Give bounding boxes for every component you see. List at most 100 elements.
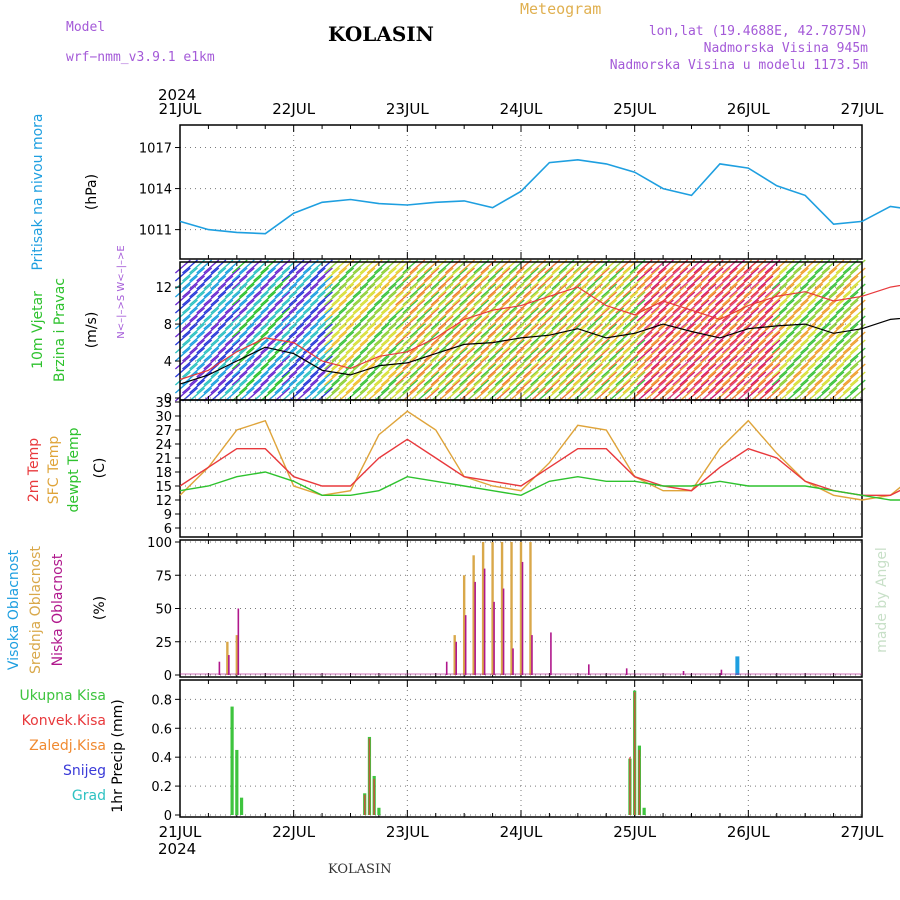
wind-barb: [814, 371, 831, 386]
wind-barb: [686, 379, 703, 394]
wind-barb: [409, 315, 426, 330]
wind-barb: [551, 387, 568, 402]
wind-barb: [302, 331, 319, 346]
wind-barb: [295, 363, 312, 378]
wind-barb: [700, 331, 717, 346]
wind-barb: [537, 331, 554, 346]
wind-barb: [359, 387, 376, 402]
wind-barb: [551, 347, 568, 362]
wind-barb: [764, 275, 781, 290]
wind-barb: [352, 299, 369, 314]
wind-barb: [792, 283, 809, 298]
wind-barb: [366, 299, 383, 314]
wind-barb: [636, 331, 653, 346]
wind-barb: [828, 299, 845, 314]
wind-barb: [359, 323, 376, 338]
wind-barb: [274, 355, 291, 370]
wind-barb: [523, 291, 539, 306]
wind-barb: [693, 267, 710, 282]
wind-barb: [729, 363, 745, 378]
wind-barb: [416, 323, 433, 338]
wind-barb: [849, 307, 866, 322]
wind-barb: [736, 339, 753, 354]
wind-barb: [665, 363, 682, 378]
y-tick-label: 25: [155, 636, 172, 651]
y-tick-label: 24: [155, 438, 172, 453]
y-tick-label: 0: [164, 392, 172, 407]
wind-barb: [366, 355, 383, 370]
x-day-label-top: 26JUL: [727, 100, 770, 118]
wind-barb: [814, 323, 831, 338]
wind-barb: [771, 267, 788, 282]
wind-barb: [380, 339, 397, 354]
wind-barb: [224, 307, 241, 322]
wind-barb: [594, 315, 610, 330]
wind-barb: [757, 267, 774, 282]
wind-barb: [380, 315, 397, 330]
wind-barb: [309, 291, 326, 306]
wind-barb: [487, 307, 504, 322]
wind-barb: [686, 331, 703, 346]
y-tick-label: 18: [155, 466, 172, 481]
wind-barb: [416, 275, 433, 290]
wind-barb: [459, 347, 475, 362]
wind-barb: [700, 387, 717, 402]
wind-barb: [331, 387, 348, 402]
wind-barb: [345, 291, 362, 306]
wind-barb: [352, 267, 369, 282]
wind-barb: [345, 283, 362, 298]
wind-barb: [402, 371, 419, 386]
wind-barb: [643, 347, 660, 362]
wind-barb: [565, 307, 582, 322]
wind-barb: [842, 283, 859, 298]
wind-barb: [295, 331, 312, 346]
wind-barb: [714, 331, 731, 346]
wind-barb: [366, 267, 383, 282]
wind-barb: [622, 355, 639, 370]
wind-barb: [849, 387, 866, 402]
x-day-label-bottom: 26JUL: [727, 823, 770, 841]
wind-barb: [210, 347, 227, 362]
wind-barb: [267, 299, 284, 314]
wind-barb: [707, 363, 724, 378]
wind-barb: [444, 283, 461, 298]
wind-barb: [785, 275, 802, 290]
wind-barb: [345, 339, 362, 354]
wind-barb: [238, 387, 255, 402]
wind-barb: [224, 339, 241, 354]
coordinates-text: lon,lat (19.4688E, 42.7875N): [648, 24, 868, 39]
wind-barb: [729, 299, 745, 314]
wind-barb: [480, 315, 497, 330]
wind-barb: [473, 331, 490, 346]
wind-barb: [395, 379, 412, 394]
wind-barb: [409, 291, 426, 306]
wind-barb: [338, 355, 355, 370]
wind-barb: [267, 363, 284, 378]
wind-barb: [174, 347, 191, 362]
wind-barb: [402, 387, 419, 402]
wind-barb: [295, 291, 312, 306]
wind-barb: [459, 355, 475, 370]
wind-barb: [245, 339, 262, 354]
wind-barb: [643, 371, 660, 386]
wind-barb: [217, 355, 234, 370]
wind-barb: [672, 267, 689, 282]
wind-barb: [807, 315, 824, 330]
wind-barb: [253, 339, 269, 354]
wind-barb: [750, 371, 767, 386]
wind-barb: [444, 347, 461, 362]
wind-barb: [196, 283, 213, 298]
wind-barb: [444, 371, 461, 386]
wind-barb: [309, 275, 326, 290]
wind-barb: [657, 267, 674, 282]
wind-barb: [245, 355, 262, 370]
wind-barb: [693, 291, 710, 306]
wind-barb: [523, 323, 539, 338]
wind-barb: [444, 291, 461, 306]
x-day-label-bottom: 23JUL: [386, 823, 429, 841]
wind-barb: [807, 267, 824, 282]
wind-barb: [487, 387, 504, 402]
wind-barb: [672, 379, 689, 394]
wind-barb: [579, 339, 596, 354]
wind-barb: [352, 331, 369, 346]
